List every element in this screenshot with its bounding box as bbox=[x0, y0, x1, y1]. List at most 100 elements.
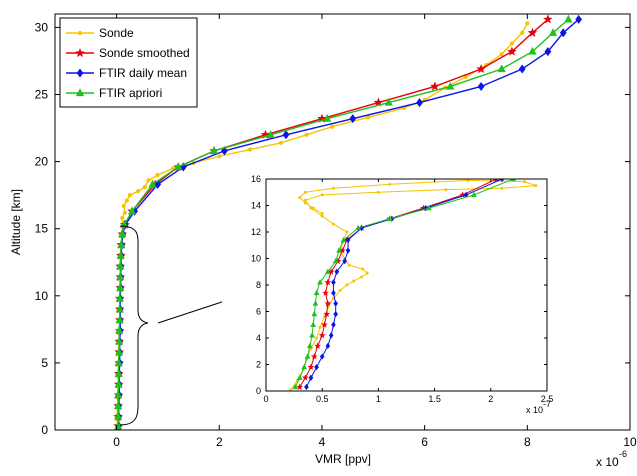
main-ytick-label: 25 bbox=[35, 88, 49, 102]
main-series-ftir-apriori-point-30 bbox=[548, 28, 558, 36]
inset-xtick-label: 2.5 bbox=[541, 394, 554, 404]
main-series-sonde-point-43 bbox=[509, 41, 515, 46]
main-series-ftir-daily-mean-point-29 bbox=[544, 47, 552, 57]
legend-item-sonde-smoothed-marker bbox=[75, 47, 85, 58]
inset-series-ftir-apriori-point-12 bbox=[332, 257, 339, 264]
inset-series-ftir-daily-mean-point-13 bbox=[345, 247, 351, 254]
inset-series-ftir-daily-mean-point-14 bbox=[345, 236, 351, 244]
inset-series-sonde-point-15 bbox=[361, 267, 365, 271]
main-xtick-label: 8 bbox=[524, 435, 531, 449]
main-series-sonde-point-35 bbox=[330, 124, 335, 129]
main-series-sonde-point-45 bbox=[525, 21, 530, 26]
inset-series-sonde-smoothed-point-4 bbox=[314, 342, 322, 349]
inset-xtick-label: 0.5 bbox=[316, 394, 329, 404]
inset-xtick-label: 1.5 bbox=[428, 394, 441, 404]
main-series-ftir-apriori-point-12 bbox=[115, 293, 124, 302]
inset-series-sonde-point-22 bbox=[320, 214, 324, 218]
inset-series-sonde-smoothed-point-7 bbox=[323, 310, 331, 318]
inset-series-sonde-smoothed-point-3 bbox=[310, 352, 318, 360]
inset-series-sonde-point-0 bbox=[289, 388, 293, 391]
legend-item-sonde-marker bbox=[77, 30, 83, 36]
main-series-ftir-daily-mean-point-28 bbox=[518, 64, 526, 74]
inset-series-ftir-daily-mean-point-10 bbox=[331, 279, 336, 286]
inset-series-ftir-daily-mean-point-11 bbox=[334, 268, 340, 275]
inset-series-ftir-apriori-point-18 bbox=[471, 191, 477, 198]
inset-xtick-label: 2 bbox=[488, 394, 493, 404]
inset-series-ftir-apriori-point-5 bbox=[309, 332, 315, 338]
legend-item-sonde: Sonde bbox=[66, 26, 134, 40]
inset-series-sonde-smoothed-point-13 bbox=[339, 246, 346, 254]
main-series-sonde-point-23 bbox=[124, 198, 129, 203]
inset-series-sonde-point-5 bbox=[315, 336, 319, 340]
inset-series-sonde-point-27 bbox=[444, 188, 448, 192]
inset-series-sonde-point-35 bbox=[298, 196, 302, 200]
main-series-ftir-apriori-point-17 bbox=[117, 240, 126, 248]
inset-series-ftir-apriori-point-6 bbox=[310, 321, 317, 327]
main-xtick-label: 4 bbox=[319, 435, 326, 449]
legend-item-ftir-daily-mean-marker bbox=[76, 68, 84, 78]
inset-series-ftir-apriori-point-16 bbox=[386, 215, 393, 221]
main-series-ftir-apriori-point-4 bbox=[114, 379, 123, 388]
main-xaxis-label: VMR [ppv] bbox=[315, 452, 371, 466]
main-series-ftir-daily-mean-point-27 bbox=[477, 81, 485, 91]
main-ytick-label: 5 bbox=[41, 356, 48, 370]
inset-series-ftir-daily-mean-point-2 bbox=[314, 364, 319, 371]
inset-series-ftir-daily-mean-point-12 bbox=[342, 258, 348, 265]
zoom-brace bbox=[119, 225, 149, 426]
inset-series-sonde-point-16 bbox=[347, 263, 351, 267]
main-series-ftir-apriori-point-9 bbox=[115, 326, 124, 334]
inset-plot: 0 0.5 1 1.5 2 2.5 0 2 4 6 8 10 12 14 16 x 10-7 bbox=[222, 168, 567, 420]
inset-series-ftir-apriori-point-2 bbox=[301, 363, 308, 370]
inset-series-ftir-apriori-point-0 bbox=[292, 383, 299, 390]
inset-series-layer bbox=[289, 179, 538, 391]
main-series-ftir-apriori-point-10 bbox=[115, 315, 124, 324]
main-series-sonde-point-31 bbox=[217, 154, 222, 159]
inset-xtick-label: 0 bbox=[263, 394, 268, 404]
inset-series-sonde-point-24 bbox=[303, 198, 307, 202]
legend-item-sonde-smoothed-label: Sonde smoothed bbox=[99, 46, 190, 60]
main-series-sonde-smoothed-point-29 bbox=[507, 46, 517, 56]
main-series-ftir-apriori-point-14 bbox=[116, 272, 125, 281]
inset-series-ftir-apriori-point-15 bbox=[355, 224, 362, 231]
main-series-ftir-daily-mean-point-30 bbox=[559, 28, 567, 38]
legend-item-sonde-smoothed: Sonde smoothed bbox=[66, 46, 190, 60]
inset-series-sonde-point-31 bbox=[466, 179, 470, 182]
main-series-sonde-point-21 bbox=[122, 210, 127, 215]
inset-series-sonde-smoothed-point-6 bbox=[321, 321, 328, 328]
main-series-ftir-apriori-point-29 bbox=[528, 46, 537, 55]
inset-series-sonde-point-38 bbox=[320, 211, 324, 215]
main-series-ftir-apriori-point-23 bbox=[210, 146, 219, 154]
inset-series-sonde-point-21 bbox=[331, 222, 335, 226]
main-xtick-label: 6 bbox=[421, 435, 428, 449]
main-series-ftir-apriori-point-11 bbox=[115, 304, 124, 313]
inset-series-sonde-point-30 bbox=[523, 180, 526, 184]
inset-series-ftir-daily-mean-point-9 bbox=[331, 289, 336, 297]
inset-ytick-label: 16 bbox=[251, 174, 261, 184]
inset-series-ftir-apriori-point-8 bbox=[312, 300, 319, 306]
main-series-ftir-apriori-point-27 bbox=[446, 81, 455, 90]
inset-series-ftir-apriori-point-13 bbox=[336, 247, 342, 253]
inset-series-sonde-point-20 bbox=[345, 230, 349, 234]
main-series-sonde-smoothed-point-26 bbox=[373, 97, 384, 107]
inset-ytick-label: 8 bbox=[256, 280, 261, 290]
inset-ytick-label: 10 bbox=[251, 254, 261, 264]
main-series-ftir-apriori-point-6 bbox=[114, 358, 123, 367]
inset-series-sonde-smoothed-point-8 bbox=[324, 299, 332, 307]
main-series-ftir-daily-mean-point-24 bbox=[282, 130, 290, 140]
legend-item-ftir-apriori: FTIR apriori bbox=[66, 86, 162, 100]
main-series-sonde-smoothed-point-30 bbox=[527, 27, 538, 37]
inset-series-ftir-daily-mean-point-6 bbox=[331, 321, 336, 328]
main-series-ftir-apriori-point-22 bbox=[174, 162, 183, 171]
main-series-ftir-daily-mean-point-25 bbox=[349, 114, 357, 124]
inset-series-sonde-smoothed-point-9 bbox=[322, 289, 329, 296]
inset-series-sonde-point-12 bbox=[352, 279, 356, 283]
main-series-ftir-apriori-point-16 bbox=[116, 250, 125, 259]
inset-series-sonde-smoothed-point-10 bbox=[324, 278, 332, 286]
inset-series-sonde-point-26 bbox=[376, 190, 380, 194]
main-series-sonde-point-33 bbox=[278, 140, 283, 145]
main-series-sonde-point-28 bbox=[155, 172, 160, 178]
main-series-ftir-apriori-point-13 bbox=[116, 283, 125, 291]
main-series-sonde-point-42 bbox=[499, 52, 504, 57]
inset-series-sonde-point-11 bbox=[345, 283, 349, 287]
